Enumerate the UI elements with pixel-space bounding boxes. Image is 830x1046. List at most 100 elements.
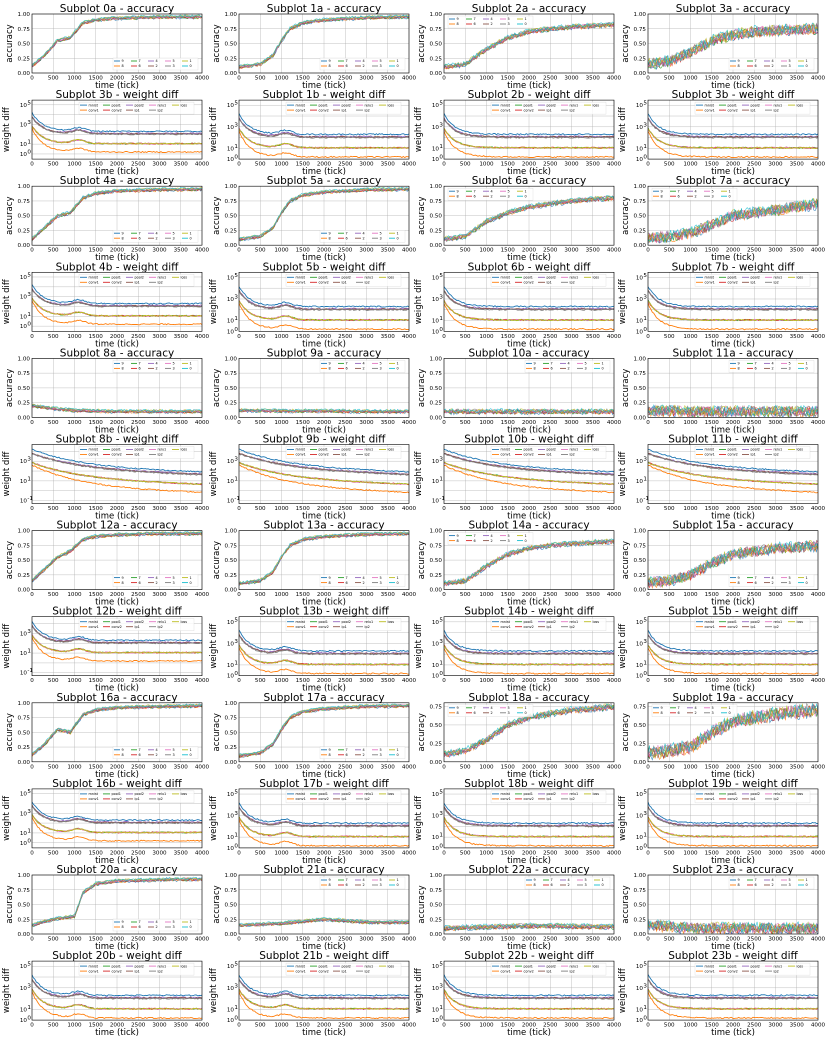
legend-label: 0 [602,367,604,371]
y-tick-label: 1.00 [430,529,443,535]
x-tick-label: 500 [255,334,266,340]
y-tick-label: 10 [636,329,644,335]
x-tick-label: 1500 [89,764,104,770]
plot-lines [32,703,202,757]
y-tick-label: 10 [636,814,644,820]
legend-label: 7 [474,534,476,538]
axes-frame [647,960,819,1021]
y-tick-label: 0.25 [225,401,238,407]
x-tick-label: 1500 [296,1023,311,1029]
legend-label: conv1 [705,969,715,973]
x-axis-label: time (tick) [711,339,755,349]
x-tick-label: 2500 [338,162,353,168]
x-axis-label: time (tick) [711,167,755,177]
x-axis-label: time (tick) [302,942,346,952]
legend-label: conv2 [112,281,122,285]
axes-frame [647,185,819,246]
subplot-title: Subplot 5a - accuracy [267,175,381,187]
legend-label: 5 [712,706,714,710]
legend-label: loss [797,276,804,280]
legend-label: 0 [397,367,399,371]
x-tick-label: 1000 [683,506,698,512]
y-tick-label: 1.00 [634,529,647,535]
x-tick-label: 1500 [705,937,720,943]
x-tick-label: 2500 [338,334,353,340]
y-axis-label: accuracy [621,197,631,235]
legend-label: mnist [705,103,715,107]
legend-label: 5 [508,189,510,193]
legend-label: 7 [551,362,553,366]
legend-label: 7 [551,878,553,882]
series-line [648,645,818,666]
x-tick-label: 4000 [402,76,417,82]
series-line [648,634,818,655]
legend-label: 8 [457,539,459,543]
y-tick-label: 1.00 [430,356,443,362]
y-tick-label: 10 [227,620,235,626]
legend-label: 7 [346,878,348,882]
x-tick-label: 1500 [501,592,516,598]
subplot-title: Subplot 3b - weight diff [672,89,796,101]
legend-label: 5 [380,878,382,882]
y-tick-label: 10 [432,986,440,992]
x-axis-label: time (tick) [302,253,346,263]
y-tick-label: 0.00 [18,760,31,766]
legend-label: pool1 [319,276,328,280]
y-tick-exponent: 1 [234,660,238,666]
x-tick-label: 3000 [359,937,374,943]
x-tick-label: 4000 [607,592,622,598]
y-tick-label: 1.00 [634,873,647,879]
x-tick-label: 3000 [768,937,783,943]
y-tick-label: 0.50 [225,42,238,48]
y-tick-exponent: 0 [234,671,238,677]
x-tick-label: 4000 [195,420,210,426]
y-tick-label: 10 [636,792,644,798]
y-tick-exponent: -1 [234,496,240,502]
legend-label: 7 [678,189,680,193]
legend-label: relu1 [365,448,374,452]
legend-label: ip1 [751,797,756,801]
x-tick-label: 4000 [811,506,826,512]
y-tick-label: 0.50 [634,903,647,909]
legend-label: 2 [156,581,158,585]
plot-lines [444,194,614,243]
x-tick-label: 2500 [747,248,762,254]
series-line [239,531,409,584]
legend-label: 6 [551,367,553,371]
series-line [32,461,202,485]
x-tick-label: 2500 [543,592,558,598]
y-tick-exponent: 3 [439,122,443,128]
series-line [32,626,202,645]
legend-label: 1 [397,362,399,366]
y-tick-exponent: 5 [27,272,31,278]
x-axis-label: time (tick) [302,81,346,91]
x-tick-label: 4000 [607,850,622,856]
y-tick-label: 0.25 [634,56,647,62]
x-tick-label: 3000 [564,1023,579,1029]
x-tick-label: 2500 [131,764,146,770]
legend-label: 4 [772,59,774,63]
legend-label: conv2 [728,625,738,629]
x-tick-label: 3500 [790,506,805,512]
y-tick-exponent: 3 [439,983,443,989]
series-line [648,23,818,68]
y-tick-label: 10 [432,459,440,465]
legend-label: conv1 [501,108,511,112]
x-axis-label: time (tick) [95,598,139,608]
x-tick-label: 500 [460,850,471,856]
x-axis-label: time (tick) [711,81,755,91]
plot-lines [239,113,409,159]
series-line [648,920,818,934]
y-tick-label: 10 [432,125,440,131]
x-tick-label: 1000 [67,248,82,254]
x-axis-label: time (tick) [95,339,139,349]
legend-label: ip2 [365,281,370,285]
legend-label: 5 [173,920,175,924]
x-tick-label: 2500 [131,592,146,598]
